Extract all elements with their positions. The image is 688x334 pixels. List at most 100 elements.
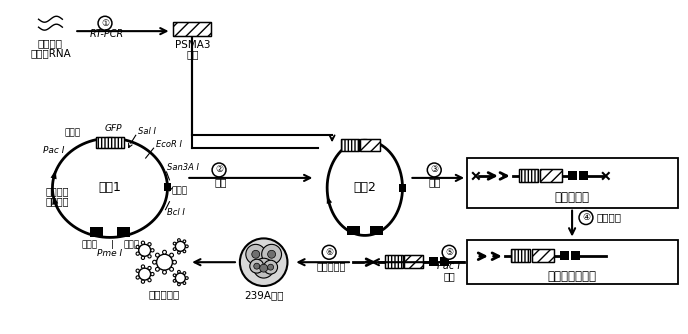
Circle shape bbox=[254, 258, 274, 278]
Text: 酶切: 酶切 bbox=[429, 177, 442, 187]
Bar bbox=[403, 255, 423, 268]
Circle shape bbox=[212, 163, 226, 177]
Circle shape bbox=[252, 250, 259, 258]
Circle shape bbox=[259, 264, 268, 272]
Bar bbox=[369, 225, 383, 235]
Circle shape bbox=[173, 248, 176, 250]
Text: PSMA3: PSMA3 bbox=[175, 40, 210, 50]
Bar bbox=[467, 240, 678, 284]
Circle shape bbox=[173, 260, 176, 264]
Text: ①: ① bbox=[101, 19, 109, 28]
Text: 基因: 基因 bbox=[186, 49, 199, 59]
Text: 同源臂: 同源臂 bbox=[124, 240, 140, 249]
Bar bbox=[519, 169, 539, 182]
Bar bbox=[533, 249, 555, 262]
Circle shape bbox=[155, 268, 160, 271]
Text: GFP: GFP bbox=[104, 124, 122, 133]
Circle shape bbox=[141, 265, 144, 268]
Bar bbox=[519, 169, 539, 182]
Bar bbox=[117, 227, 130, 237]
Bar bbox=[540, 169, 562, 182]
Bar bbox=[173, 22, 211, 36]
Circle shape bbox=[322, 245, 336, 259]
Text: ⑥: ⑥ bbox=[325, 248, 333, 257]
Bar bbox=[467, 158, 678, 208]
Text: 同源重组: 同源重组 bbox=[597, 212, 622, 222]
Text: ⑤: ⑤ bbox=[445, 248, 453, 257]
Circle shape bbox=[175, 273, 185, 283]
Text: ④: ④ bbox=[582, 213, 590, 222]
Bar bbox=[571, 251, 580, 260]
Text: 腺病毒载体: 腺病毒载体 bbox=[555, 191, 590, 204]
Circle shape bbox=[136, 276, 140, 279]
Bar bbox=[360, 139, 380, 151]
Circle shape bbox=[170, 253, 173, 257]
Text: 质粒2: 质粒2 bbox=[354, 181, 376, 194]
Bar bbox=[403, 255, 423, 268]
Text: 卡那霉素: 卡那霉素 bbox=[45, 186, 69, 196]
Text: Sal I: Sal I bbox=[138, 127, 155, 136]
Bar bbox=[440, 257, 449, 266]
Bar bbox=[341, 139, 359, 151]
Circle shape bbox=[98, 16, 112, 30]
Circle shape bbox=[186, 245, 189, 248]
Circle shape bbox=[162, 250, 166, 254]
Circle shape bbox=[141, 256, 144, 260]
Circle shape bbox=[268, 264, 274, 270]
Circle shape bbox=[173, 274, 176, 277]
Circle shape bbox=[155, 253, 160, 257]
Circle shape bbox=[183, 282, 186, 285]
Circle shape bbox=[148, 279, 151, 282]
Text: 重组腺病毒: 重组腺病毒 bbox=[149, 289, 180, 299]
Text: ②: ② bbox=[215, 165, 223, 174]
Polygon shape bbox=[327, 196, 332, 204]
Bar bbox=[398, 184, 407, 192]
Circle shape bbox=[427, 163, 441, 177]
Circle shape bbox=[139, 244, 151, 256]
Bar bbox=[96, 137, 124, 148]
Text: 连接: 连接 bbox=[215, 177, 227, 187]
Circle shape bbox=[268, 250, 276, 258]
Polygon shape bbox=[51, 170, 56, 179]
Circle shape bbox=[178, 239, 180, 241]
Text: Pac I: Pac I bbox=[43, 146, 64, 155]
Circle shape bbox=[183, 272, 186, 275]
Circle shape bbox=[254, 263, 259, 269]
Text: 239A细胞: 239A细胞 bbox=[244, 290, 283, 300]
Circle shape bbox=[136, 245, 140, 248]
Bar bbox=[510, 249, 530, 262]
Bar bbox=[429, 257, 438, 266]
Circle shape bbox=[178, 271, 180, 273]
Circle shape bbox=[151, 249, 154, 252]
Circle shape bbox=[162, 270, 166, 274]
Circle shape bbox=[173, 242, 176, 245]
Text: San3A I: San3A I bbox=[167, 163, 200, 172]
Text: Pme I: Pme I bbox=[98, 249, 122, 258]
Circle shape bbox=[141, 241, 144, 244]
Text: 酶切: 酶切 bbox=[443, 271, 455, 281]
Circle shape bbox=[183, 240, 186, 243]
Circle shape bbox=[136, 269, 140, 273]
Text: 同源臂: 同源臂 bbox=[82, 240, 98, 249]
Text: 组织总RNA: 组织总RNA bbox=[30, 48, 71, 58]
Circle shape bbox=[579, 211, 593, 224]
Text: 腺病毒重组载体: 腺病毒重组载体 bbox=[548, 270, 596, 283]
Bar bbox=[568, 171, 577, 180]
Bar bbox=[385, 255, 402, 268]
Circle shape bbox=[246, 244, 266, 264]
Text: |: | bbox=[111, 240, 114, 249]
Bar bbox=[173, 22, 211, 36]
Circle shape bbox=[240, 238, 288, 286]
Circle shape bbox=[148, 255, 151, 258]
Text: ③: ③ bbox=[430, 165, 438, 174]
Text: 肝癌癌旁: 肝癌癌旁 bbox=[38, 38, 63, 48]
Circle shape bbox=[157, 254, 173, 270]
Bar bbox=[341, 139, 359, 151]
Bar bbox=[540, 169, 562, 182]
Circle shape bbox=[261, 244, 281, 264]
Bar bbox=[533, 249, 555, 262]
Text: Pac I: Pac I bbox=[438, 261, 461, 271]
Circle shape bbox=[175, 241, 185, 251]
Bar bbox=[164, 183, 171, 191]
Circle shape bbox=[264, 260, 277, 274]
